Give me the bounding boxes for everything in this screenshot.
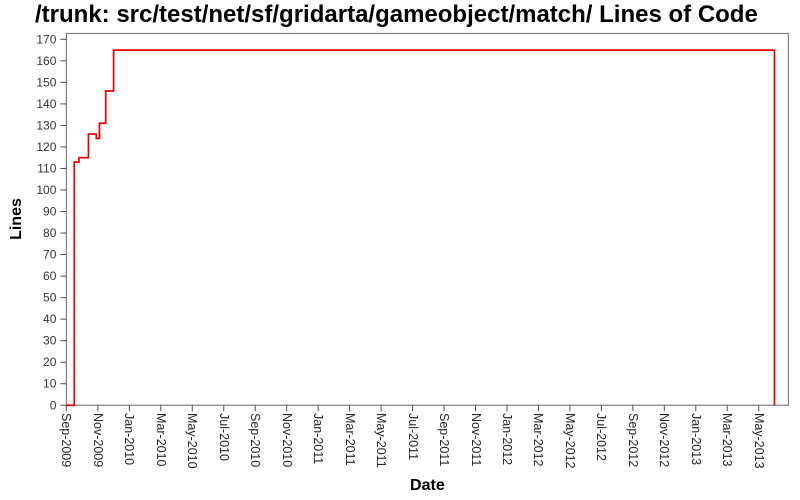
svg-text:170: 170 [36,32,56,46]
svg-text:150: 150 [36,75,56,89]
svg-text:110: 110 [37,161,56,175]
svg-text:80: 80 [43,226,57,240]
svg-text:140: 140 [36,97,56,111]
svg-text:50: 50 [43,291,57,305]
svg-text:0: 0 [50,398,57,412]
svg-text:160: 160 [36,54,56,68]
svg-text:100: 100 [36,183,56,197]
svg-text:10: 10 [43,377,57,391]
svg-text:60: 60 [43,269,57,283]
svg-text:20: 20 [43,355,57,369]
svg-text:90: 90 [43,205,57,219]
svg-text:30: 30 [43,334,57,348]
svg-text:120: 120 [36,140,56,154]
svg-text:70: 70 [43,248,57,262]
svg-text:40: 40 [43,312,57,326]
svg-text:130: 130 [36,118,56,132]
